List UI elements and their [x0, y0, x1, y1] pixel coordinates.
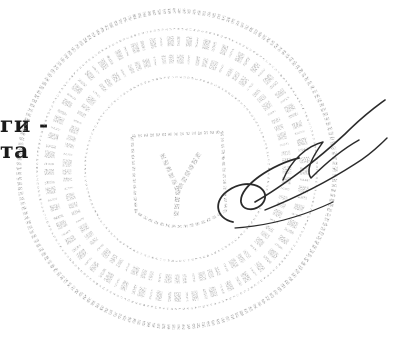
- seal-inner-ring: [84, 76, 270, 262]
- text-line-2: та: [0, 138, 29, 164]
- cut-off-text-fragment: ги - та: [0, 112, 49, 164]
- seal-emblem-shield: [130, 130, 228, 228]
- seal-middle-ring: [36, 28, 318, 310]
- handwritten-signature: [217, 99, 388, 229]
- seal-outer-ring: [16, 8, 338, 330]
